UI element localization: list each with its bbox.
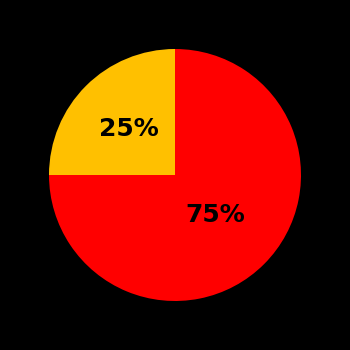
Text: 25%: 25% [99, 117, 159, 141]
Wedge shape [49, 49, 301, 301]
Text: 75%: 75% [185, 203, 245, 227]
Wedge shape [49, 49, 175, 175]
